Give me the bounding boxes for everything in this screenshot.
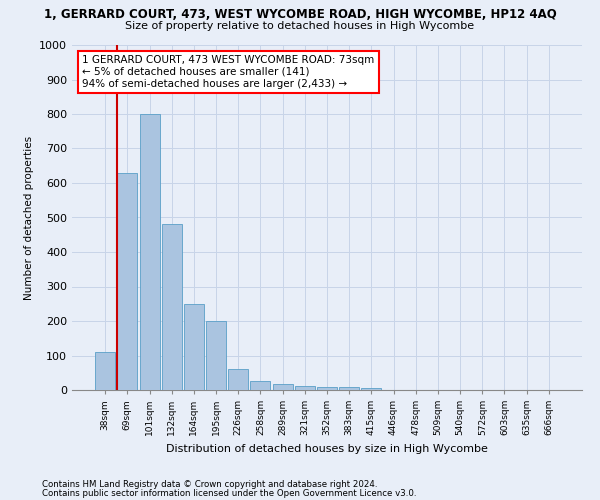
Bar — [295, 386, 315, 390]
Bar — [339, 387, 359, 390]
Text: Contains HM Land Registry data © Crown copyright and database right 2024.: Contains HM Land Registry data © Crown c… — [42, 480, 377, 489]
Text: Size of property relative to detached houses in High Wycombe: Size of property relative to detached ho… — [125, 21, 475, 31]
Text: 1 GERRARD COURT, 473 WEST WYCOMBE ROAD: 73sqm
← 5% of detached houses are smalle: 1 GERRARD COURT, 473 WEST WYCOMBE ROAD: … — [82, 56, 374, 88]
Bar — [140, 114, 160, 390]
Bar — [250, 382, 271, 390]
Bar — [272, 384, 293, 390]
Bar — [184, 304, 204, 390]
X-axis label: Distribution of detached houses by size in High Wycombe: Distribution of detached houses by size … — [166, 444, 488, 454]
Bar — [118, 172, 137, 390]
Bar — [206, 321, 226, 390]
Bar — [162, 224, 182, 390]
Text: Contains public sector information licensed under the Open Government Licence v3: Contains public sector information licen… — [42, 490, 416, 498]
Y-axis label: Number of detached properties: Number of detached properties — [23, 136, 34, 300]
Bar — [317, 386, 337, 390]
Bar — [95, 352, 115, 390]
Bar — [228, 370, 248, 390]
Bar — [361, 388, 382, 390]
Text: 1, GERRARD COURT, 473, WEST WYCOMBE ROAD, HIGH WYCOMBE, HP12 4AQ: 1, GERRARD COURT, 473, WEST WYCOMBE ROAD… — [44, 8, 556, 20]
